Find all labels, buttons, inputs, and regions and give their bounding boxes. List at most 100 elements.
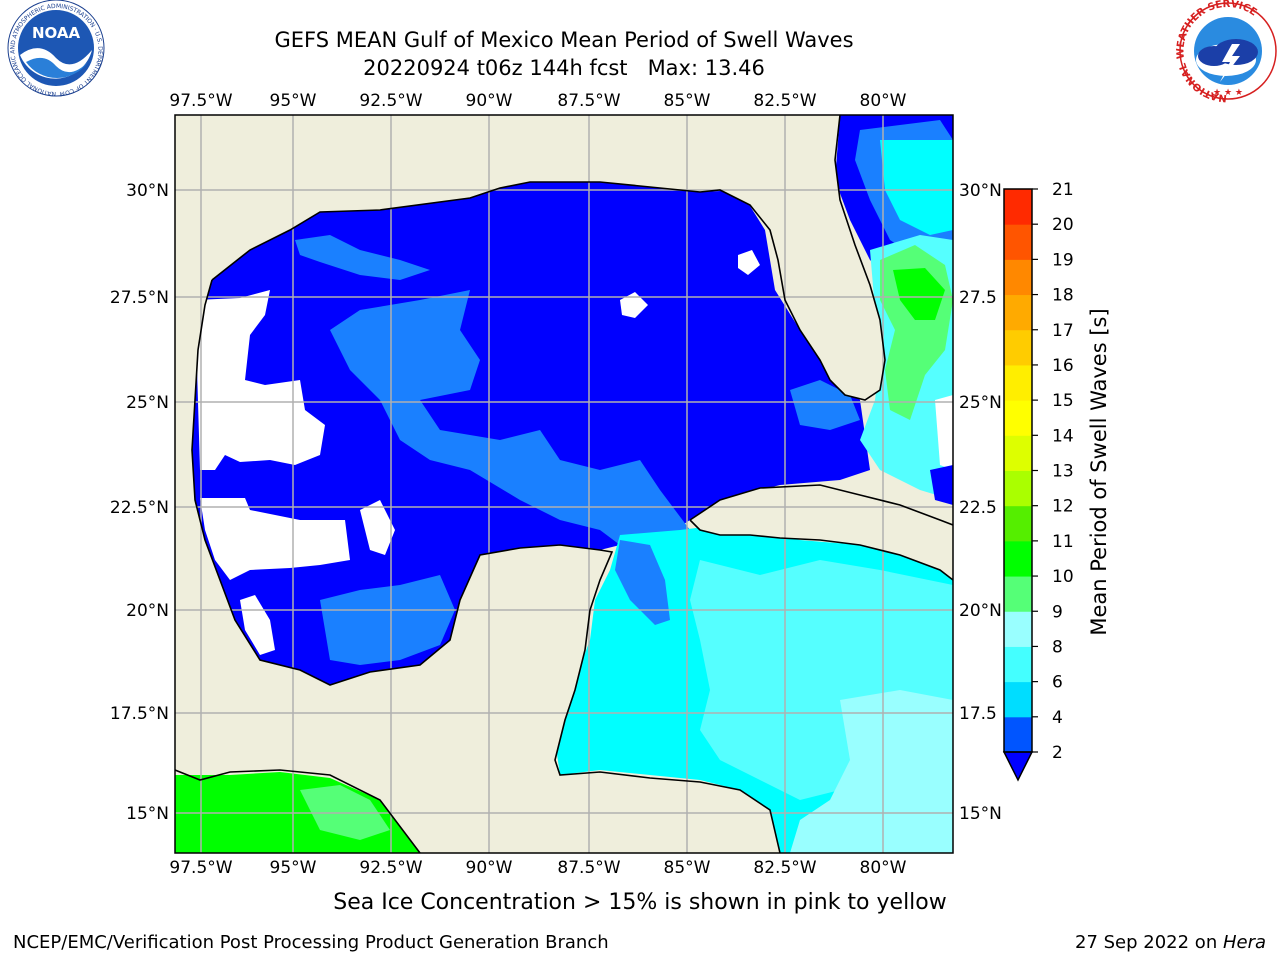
gulf-period-4-band: [330, 290, 690, 610]
title-line-2: 20220924 t06z 144h fcst Max: 13.46: [363, 56, 765, 80]
colorbar-segment: [1004, 224, 1032, 260]
svg-text:★ ★ ★: ★ ★ ★: [1213, 88, 1243, 98]
lat-labels-left: 30°N 27.5°N 25°N 22.5°N 20°N 17.5°N 15°N: [110, 181, 169, 824]
colorbar-segment: [1004, 540, 1032, 577]
colorbar-segment: [1004, 470, 1032, 507]
colorbar: 2 4 6 8 9 10 11 12 13 14 15 16 17 18 19 20 21: [1002, 180, 1074, 782]
colorbar-segment: [1004, 576, 1032, 612]
lon-label-bottom: 95°W: [270, 858, 317, 878]
lon-label-bottom: 90°W: [466, 858, 513, 878]
lon-label-top: 97.5°W: [169, 91, 232, 111]
sea-ice-note: Sea Ice Concentration > 15% is shown in …: [333, 890, 947, 915]
lon-label-top: 82.5°W: [753, 91, 816, 111]
colorbar-tick-label: 20: [1052, 215, 1074, 235]
no-data-bahamas: [935, 395, 953, 470]
machine-name: Hera: [1222, 932, 1266, 953]
colorbar-extend-arrow: [1002, 751, 1034, 782]
lat-label-left: 20°N: [126, 601, 169, 621]
lon-label-bottom: 87.5°W: [557, 858, 620, 878]
lat-label-left: 27.5°N: [110, 288, 169, 308]
lon-label-top: 85°W: [664, 91, 711, 111]
lon-label-bottom: 92.5°W: [359, 858, 422, 878]
colorbar-segment: [1004, 646, 1032, 683]
lon-label-top: 92.5°W: [359, 91, 422, 111]
map-area: [175, 115, 953, 853]
lat-label-right: 17.5: [959, 704, 997, 724]
no-data-patch-3: [738, 250, 760, 275]
lat-label-right: 30°N: [959, 181, 1002, 201]
bahamas-blue-patch: [930, 465, 953, 505]
map-gridlines: [175, 115, 953, 853]
colorbar-segment: [1004, 189, 1032, 225]
colorbar-tick-label: 19: [1052, 250, 1074, 270]
colorbar-segment: [1004, 259, 1032, 296]
noaa-logo: NATIONAL OCEANIC AND ATMOSPHERIC ADMINIS…: [0, 0, 105, 97]
florida-peninsula: [700, 115, 885, 400]
colorbar-tick-label: 10: [1052, 567, 1074, 587]
colorbar-segment: [1004, 505, 1032, 542]
no-data-southwest: [200, 498, 350, 580]
colorbar-tick-label: 4: [1052, 708, 1063, 728]
lat-labels-right: 30°N 27.5 25°N 22.5 20°N 17.5 15°N: [959, 181, 1002, 824]
colorbar-tick-label: 15: [1052, 391, 1074, 411]
colorbar-segment: [1004, 611, 1032, 647]
colorbar-tick-label: 12: [1052, 497, 1074, 517]
colorbar-tick-label: 13: [1052, 462, 1074, 482]
colorbar-segment: [1004, 681, 1032, 718]
lat-label-right: 22.5: [959, 498, 997, 518]
colorbar-tick-label: 6: [1052, 673, 1063, 693]
lat-label-left: 30°N: [126, 181, 169, 201]
lon-label-bottom: 97.5°W: [169, 858, 232, 878]
colorbar-tick-label: 8: [1052, 637, 1063, 657]
colorbar-segment: [1004, 400, 1032, 436]
title-line-1: GEFS MEAN Gulf of Mexico Mean Period of …: [274, 28, 854, 52]
colorbar-segment: [1004, 435, 1032, 471]
lat-label-left: 15°N: [126, 804, 169, 824]
producer-credit: NCEP/EMC/Verification Post Processing Pr…: [13, 932, 609, 953]
lat-label-right: 25°N: [959, 393, 1002, 413]
lat-label-left: 25°N: [126, 393, 169, 413]
lon-label-top: 90°W: [466, 91, 513, 111]
atlantic-period-11-patch: [893, 268, 945, 320]
lon-label-top: 87.5°W: [557, 91, 620, 111]
coastlines: [175, 115, 953, 853]
mexico: [175, 500, 780, 853]
colorbar-tick-label: 18: [1052, 286, 1074, 306]
colorbar-segment: [1004, 329, 1032, 366]
colorbar-segment: [1004, 364, 1032, 401]
yucatan-channel-band: [615, 540, 670, 625]
run-date: 27 Sep 2022 on Hera: [1075, 932, 1266, 953]
lat-label-right: 20°N: [959, 601, 1002, 621]
lat-label-right: 27.5: [959, 288, 997, 308]
colorbar-tick-label: 17: [1052, 321, 1074, 341]
lat-label-left: 17.5°N: [110, 704, 169, 724]
lon-label-bottom: 85°W: [664, 858, 711, 878]
lon-label-bottom: 82.5°W: [753, 858, 816, 878]
noaa-logo-text: NOAA: [32, 24, 81, 42]
colorbar-tick-label: 14: [1052, 426, 1074, 446]
colorbar-segment: [1004, 294, 1032, 331]
no-data-patch-2: [620, 292, 648, 318]
colorbar-tick-label: 16: [1052, 356, 1074, 376]
colorbar-tick-label: 11: [1052, 532, 1074, 552]
lon-label-top: 95°W: [270, 91, 317, 111]
colorbar-label: Mean Period of Swell Waves [s]: [1087, 308, 1111, 635]
chart-title: GEFS MEAN Gulf of Mexico Mean Period of …: [0, 26, 1128, 82]
gulf-period-4-patch: [295, 235, 430, 280]
lon-label-bottom: 80°W: [860, 858, 907, 878]
lon-labels-top: 97.5°W 95°W 92.5°W 90°W 87.5°W 85°W 82.5°W 80°W: [169, 91, 906, 111]
gulf-south-band: [320, 575, 455, 665]
atlantic-period-6-band: [880, 140, 953, 235]
colorbar-tick-label: 21: [1052, 180, 1074, 200]
map-frame: [174, 114, 954, 854]
no-data-patch-1: [360, 500, 395, 555]
colorbar-tick-label: 2: [1052, 743, 1063, 763]
colorbar-segment: [1004, 716, 1032, 753]
lon-labels-bottom: 97.5°W 95°W 92.5°W 90°W 87.5°W 85°W 82.5°W 80°W: [169, 858, 906, 878]
lon-label-top: 80°W: [860, 91, 907, 111]
lat-label-right: 15°N: [959, 804, 1002, 824]
caribbean-period-8-region: [690, 560, 953, 800]
colorbar-tick-label: 9: [1052, 602, 1063, 622]
nws-logo: NATIONAL WEATHER SERVICE ★ ★ ★: [1175, 0, 1277, 103]
